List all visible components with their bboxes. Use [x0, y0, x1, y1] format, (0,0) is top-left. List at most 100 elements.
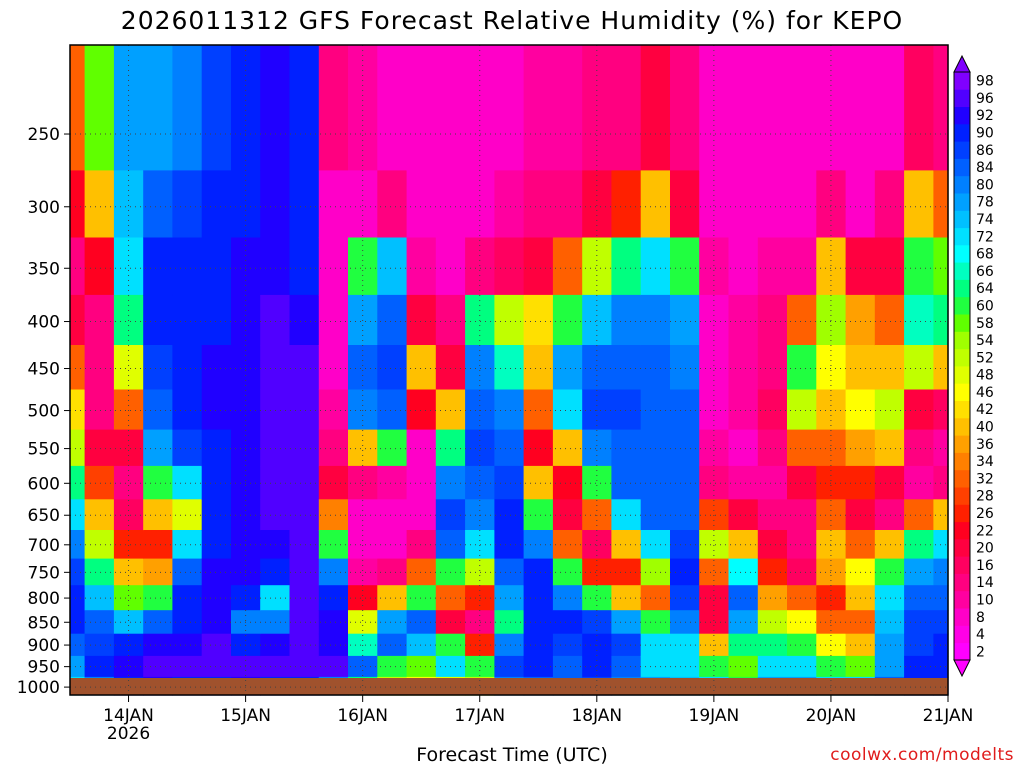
colorbar-arrow-bottom	[953, 659, 971, 678]
colorbar-label: 22	[976, 523, 994, 539]
heatmap-cell	[84, 499, 115, 531]
heatmap-cell	[670, 610, 700, 635]
heatmap-cell	[728, 610, 759, 635]
heatmap-cell	[435, 237, 466, 296]
heatmap-cell	[904, 45, 934, 171]
heatmap-cell	[201, 610, 232, 635]
heatmap-cell	[874, 499, 905, 531]
colorbar-label: 58	[976, 316, 994, 332]
heatmap-cell	[670, 499, 700, 531]
heatmap-cell	[289, 610, 320, 635]
heatmap-cell	[699, 655, 730, 678]
colorbar-label: 2	[976, 644, 985, 660]
heatmap-cell	[260, 237, 291, 296]
y-tick-label: 850	[28, 613, 60, 633]
heatmap-cell	[787, 610, 817, 635]
heatmap-cell	[113, 655, 144, 678]
heatmap-cell	[728, 465, 759, 500]
heatmap-cell	[172, 530, 203, 560]
heatmap-cell	[70, 170, 86, 239]
heatmap-cell	[670, 345, 700, 391]
heatmap-cell	[348, 170, 378, 239]
heatmap-cell	[348, 530, 378, 560]
heatmap-cell	[611, 345, 642, 391]
heatmap-cell	[552, 499, 583, 531]
heatmap-cell	[582, 345, 613, 391]
heatmap-cell	[670, 389, 700, 431]
colorbar-label: 26	[976, 506, 994, 522]
heatmap-cell	[757, 655, 788, 678]
chart-title: 2026011312 GFS Forecast Relative Humidit…	[120, 6, 904, 35]
heatmap-cell	[757, 558, 788, 586]
colorbar-swatch	[954, 400, 970, 419]
heatmap-cell	[406, 530, 437, 560]
heatmap-cell	[757, 345, 788, 391]
heatmap-cell	[201, 45, 232, 171]
heatmap-cell	[201, 345, 232, 391]
heatmap-cell	[318, 237, 349, 296]
y-tick-label: 600	[28, 474, 60, 494]
heatmap-cell	[494, 45, 525, 171]
heatmap-layer	[70, 45, 949, 696]
heatmap-cell	[70, 429, 86, 467]
heatmap-cell	[377, 237, 408, 296]
heatmap-cell	[84, 429, 115, 467]
heatmap-cell	[787, 499, 817, 531]
x-tick-label: 14JAN	[103, 706, 154, 726]
heatmap-cell	[582, 237, 613, 296]
heatmap-cell	[377, 655, 408, 678]
heatmap-cell	[377, 345, 408, 391]
colorbar-swatch	[954, 262, 970, 280]
heatmap-cell	[728, 499, 759, 531]
heatmap-cell	[289, 389, 320, 431]
heatmap-cell	[201, 655, 232, 678]
colorbar-swatch	[954, 383, 970, 401]
heatmap-cell	[289, 633, 320, 657]
heatmap-cell	[84, 585, 115, 611]
plot-frame	[69, 44, 949, 696]
heatmap-cell	[523, 465, 554, 500]
heatmap-cell	[377, 294, 408, 346]
heatmap-cell	[874, 345, 905, 391]
heatmap-cell	[113, 558, 144, 586]
heatmap-cell	[289, 237, 320, 296]
heatmap-cell	[143, 633, 174, 657]
heatmap-cell	[84, 45, 115, 171]
colorbar-label: 64	[976, 281, 994, 297]
heatmap-cell	[318, 585, 349, 611]
heatmap-cell	[874, 389, 905, 431]
heatmap-cell	[348, 465, 378, 500]
heatmap-cell	[318, 558, 349, 586]
heatmap-cell	[816, 585, 847, 611]
heatmap-cell	[289, 558, 320, 586]
heatmap-cell	[611, 170, 642, 239]
heatmap-cell	[143, 345, 174, 391]
heatmap-cell	[465, 345, 495, 391]
heatmap-cell	[201, 237, 232, 296]
colorbar-swatch	[954, 452, 970, 471]
heatmap-cell	[874, 170, 905, 239]
heatmap-cell	[172, 655, 203, 678]
heatmap-cell	[816, 345, 847, 391]
heatmap-cell	[933, 237, 949, 296]
heatmap-cell	[699, 465, 730, 500]
heatmap-cell	[84, 294, 115, 346]
heatmap-cell	[435, 45, 466, 171]
y-tick-label: 250	[28, 125, 60, 145]
heatmap-cell	[874, 294, 905, 346]
y-tick-label: 700	[28, 536, 60, 556]
heatmap-cell	[816, 45, 847, 171]
heatmap-cell	[699, 237, 730, 296]
heatmap-cell	[845, 389, 876, 431]
heatmap-cell	[70, 465, 86, 500]
colorbar-swatch	[954, 366, 970, 384]
colorbar-label: 54	[976, 333, 994, 349]
x-tick-label: 15JAN	[220, 706, 271, 726]
heatmap-cell	[318, 610, 349, 635]
heatmap-cell	[289, 465, 320, 500]
heatmap-cell	[523, 499, 554, 531]
heatmap-cell	[231, 45, 261, 171]
colorbar-swatch	[954, 538, 970, 557]
colorbar-swatch	[954, 521, 970, 540]
